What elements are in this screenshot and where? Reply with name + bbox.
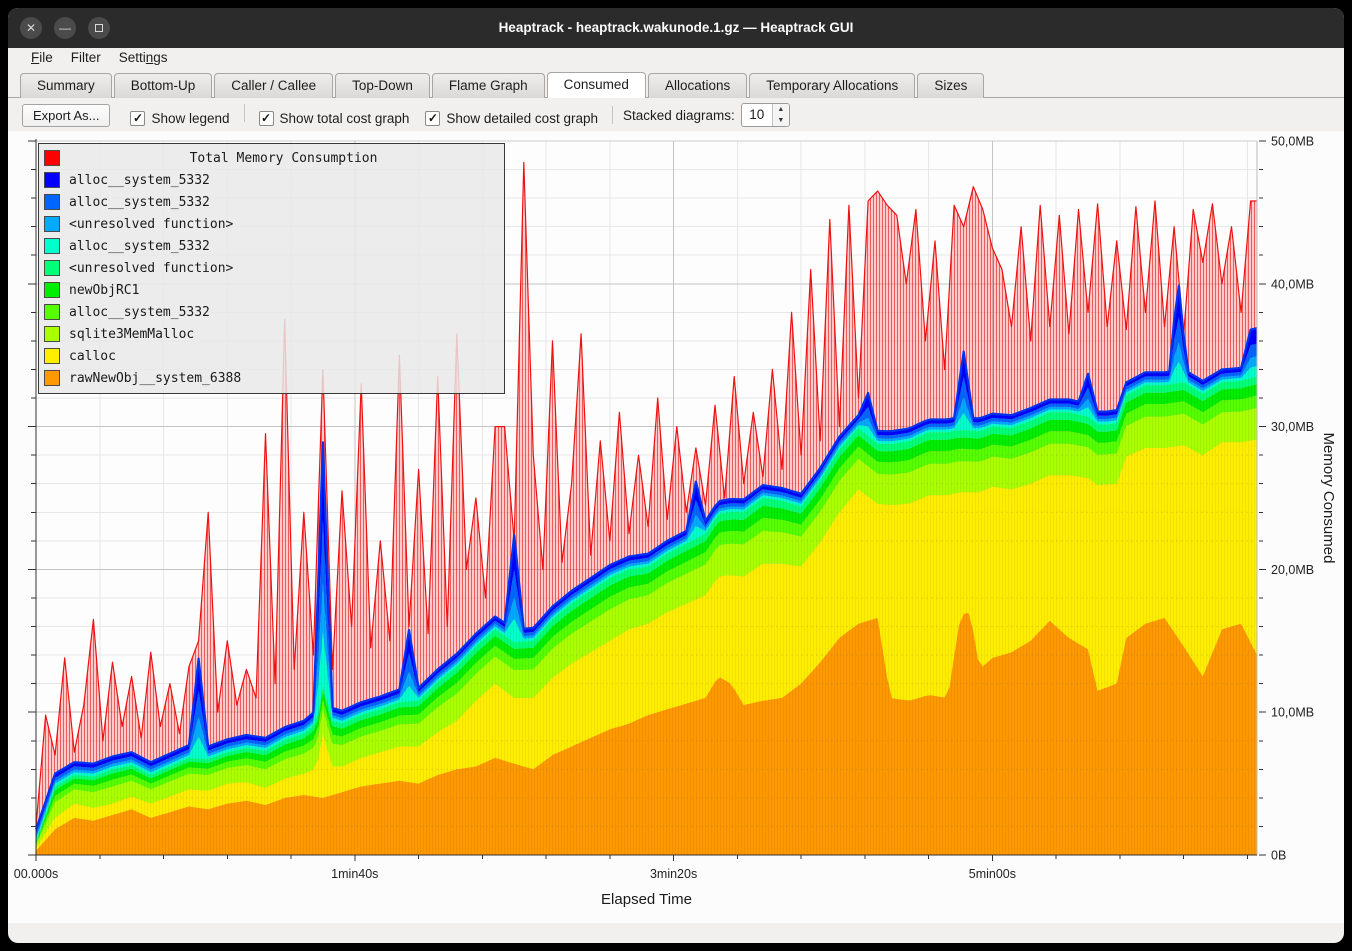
legend-item: newObjRC1 [42, 279, 498, 301]
tab-flame-graph[interactable]: Flame Graph [432, 73, 545, 98]
toolbar-separator [612, 106, 613, 124]
toolbar-separator [244, 104, 245, 122]
tab-allocations[interactable]: Allocations [648, 73, 747, 98]
stacked-diagrams-spinbox[interactable]: 10 ▲ ▼ [741, 103, 790, 127]
legend-item: <unresolved function> [42, 213, 498, 235]
spinbox-down-button[interactable]: ▼ [773, 115, 789, 126]
y-tick-label: 50,0MB [1271, 135, 1314, 149]
legend-label: alloc__system_5332 [69, 195, 210, 210]
y-tick-label: 40,0MB [1271, 277, 1314, 291]
legend-label: calloc [69, 349, 116, 364]
chart-legend: Total Memory Consumption alloc__system_53… [38, 143, 505, 394]
app-window: ✕— Heaptrack - heaptrack.wakunode.1.gz —… [8, 8, 1344, 943]
legend-swatch [44, 238, 60, 254]
legend-item: rawNewObj__system_6388 [42, 367, 498, 389]
checkbox-show-detailed-cost-graph[interactable]: ✓ Show detailed cost graph [425, 111, 598, 126]
legend-swatch [44, 194, 60, 210]
legend-swatch [44, 260, 60, 276]
x-tick-label: 00.000s [14, 867, 58, 881]
chart-region: 00.000s 1min40s 3min20s 5min00s 0B 10,0MB 20,0… [8, 131, 1344, 923]
legend-swatch [44, 326, 60, 342]
checkbox-show-total-cost-graph[interactable]: ✓ Show total cost graph [259, 111, 410, 126]
legend-title-row: Total Memory Consumption [42, 147, 498, 169]
legend-swatch [44, 150, 60, 166]
legend-item: alloc__system_5332 [42, 235, 498, 257]
legend-item: sqlite3MemMalloc [42, 323, 498, 345]
menu-filter[interactable]: Filter [62, 48, 110, 71]
checkbox-show-legend[interactable]: ✓ Show legend [130, 111, 229, 126]
y-tick-label: 10,0MB [1271, 706, 1314, 720]
checkbox-label: Show legend [151, 111, 229, 126]
legend-item: alloc__system_5332 [42, 169, 498, 191]
y-axis-title: Memory Consumed [1320, 433, 1337, 564]
tab-summary[interactable]: Summary [20, 73, 112, 98]
legend-label: rawNewObj__system_6388 [69, 371, 241, 386]
legend-swatch [44, 172, 60, 188]
export-as-button[interactable]: Export As... [22, 104, 110, 127]
legend-label: <unresolved function> [69, 261, 233, 276]
x-tick-label: 3min20s [650, 867, 697, 881]
tab-top-down[interactable]: Top-Down [335, 73, 430, 98]
window-title: Heaptrack - heaptrack.wakunode.1.gz — He… [8, 8, 1344, 48]
legend-label: newObjRC1 [69, 283, 139, 298]
y-tick-label: 30,0MB [1271, 420, 1314, 434]
tab-bar: SummaryBottom-UpCaller / CalleeTop-DownF… [8, 71, 1344, 98]
legend-label: alloc__system_5332 [69, 239, 210, 254]
legend-label: alloc__system_5332 [69, 173, 210, 188]
spinbox-value: 10 [742, 104, 772, 126]
titlebar: ✕— Heaptrack - heaptrack.wakunode.1.gz —… [8, 8, 1344, 48]
tab-caller-callee[interactable]: Caller / Callee [214, 73, 333, 98]
menu-settings[interactable]: Settings [110, 48, 177, 71]
menubar: FileFilterSettings [8, 48, 1344, 71]
legend-label: sqlite3MemMalloc [69, 327, 194, 342]
legend-item: alloc__system_5332 [42, 301, 498, 323]
legend-swatch [44, 282, 60, 298]
legend-item: alloc__system_5332 [42, 191, 498, 213]
legend-item: calloc [42, 345, 498, 367]
legend-swatch [44, 216, 60, 232]
y-tick-label: 20,0MB [1271, 563, 1314, 577]
tab-temporary-allocations[interactable]: Temporary Allocations [749, 73, 915, 98]
toolbar: Export As... ✓ Show legend ✓ Show total cos… [8, 99, 1344, 131]
x-tick-label: 1min40s [331, 867, 378, 881]
tab-bottom-up[interactable]: Bottom-Up [114, 73, 213, 98]
y-tick-label: 0B [1271, 849, 1286, 863]
x-tick-label: 5min00s [969, 867, 1016, 881]
screen-background: ✕— Heaptrack - heaptrack.wakunode.1.gz —… [0, 0, 1352, 951]
legend-label: Total Memory Consumption [69, 151, 498, 166]
tab-sizes[interactable]: Sizes [917, 73, 984, 98]
legend-swatch [44, 370, 60, 386]
legend-item: <unresolved function> [42, 257, 498, 279]
legend-swatch [44, 348, 60, 364]
checkbox-label: Show total cost graph [280, 111, 410, 126]
checkbox-check-icon: ✓ [259, 111, 274, 126]
tab-consumed[interactable]: Consumed [547, 72, 646, 98]
stacked-diagrams-label: Stacked diagrams: [623, 108, 735, 123]
legend-swatch [44, 304, 60, 320]
checkbox-label: Show detailed cost graph [446, 111, 598, 126]
checkbox-check-icon: ✓ [130, 111, 145, 126]
checkbox-check-icon: ✓ [425, 111, 440, 126]
legend-label: <unresolved function> [69, 217, 233, 232]
menu-file[interactable]: File [22, 48, 62, 71]
x-axis-title: Elapsed Time [601, 891, 692, 908]
legend-label: alloc__system_5332 [69, 305, 210, 320]
spinbox-up-button[interactable]: ▲ [773, 104, 789, 115]
